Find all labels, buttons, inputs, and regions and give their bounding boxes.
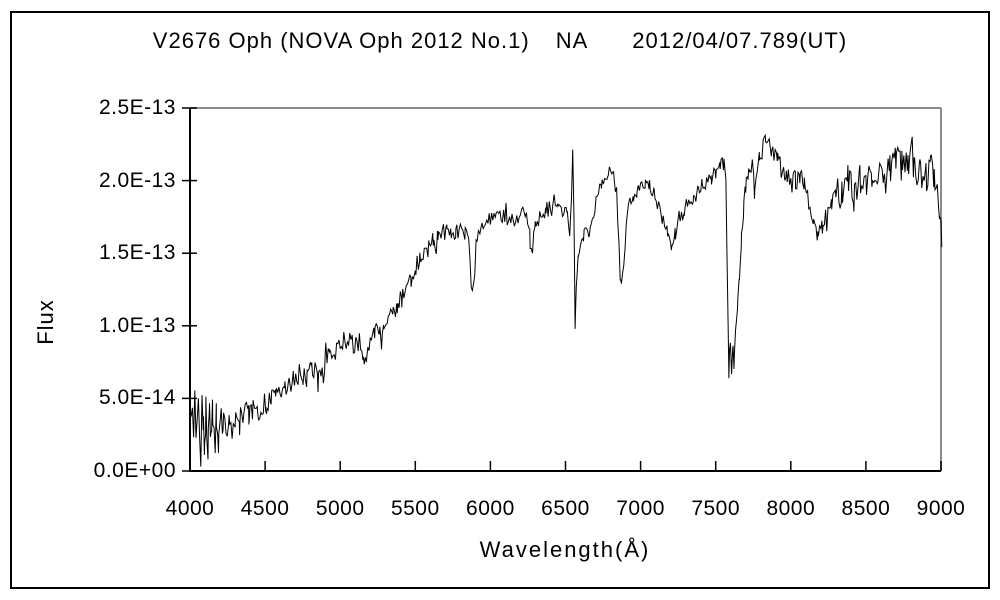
x-tick-label: 4000 [165, 497, 215, 520]
y-tick-label: 1.5E-13 [98, 241, 176, 265]
y-tick-label: 5.0E-14 [98, 386, 176, 410]
x-tick-label: 5500 [390, 497, 440, 520]
x-tick-label: 6000 [466, 497, 515, 520]
x-tick-label: 4500 [240, 497, 290, 520]
figure-border [10, 11, 990, 589]
x-tick-label: 8000 [766, 497, 816, 520]
chart-title: V2676 Oph (NOVA Oph 2012 No.1) NA 2012/0… [0, 28, 1000, 54]
x-tick-label: 7500 [691, 497, 741, 520]
x-tick-label: 6500 [541, 497, 590, 520]
y-tick-label: 2.5E-13 [98, 96, 176, 119]
y-tick-label: 2.0E-13 [98, 168, 176, 192]
spectrum-line [189, 133, 943, 467]
x-tick-label: 7000 [616, 497, 665, 520]
chart-title-observer: NA [555, 28, 589, 53]
x-axis-title: Wavelength(Å) [479, 537, 651, 562]
x-tick-label: 8500 [841, 497, 891, 520]
y-tick-label: 1.0E-13 [98, 313, 176, 337]
x-tick-label: 9000 [916, 497, 966, 520]
y-tick-label: 0.0E+00 [93, 459, 176, 482]
chart-title-datetime: 2012/04/07.789(UT) [632, 28, 848, 53]
chart-title-object: V2676 Oph (NOVA Oph 2012 No.1) [152, 28, 530, 53]
x-tick-label: 5000 [315, 497, 365, 520]
